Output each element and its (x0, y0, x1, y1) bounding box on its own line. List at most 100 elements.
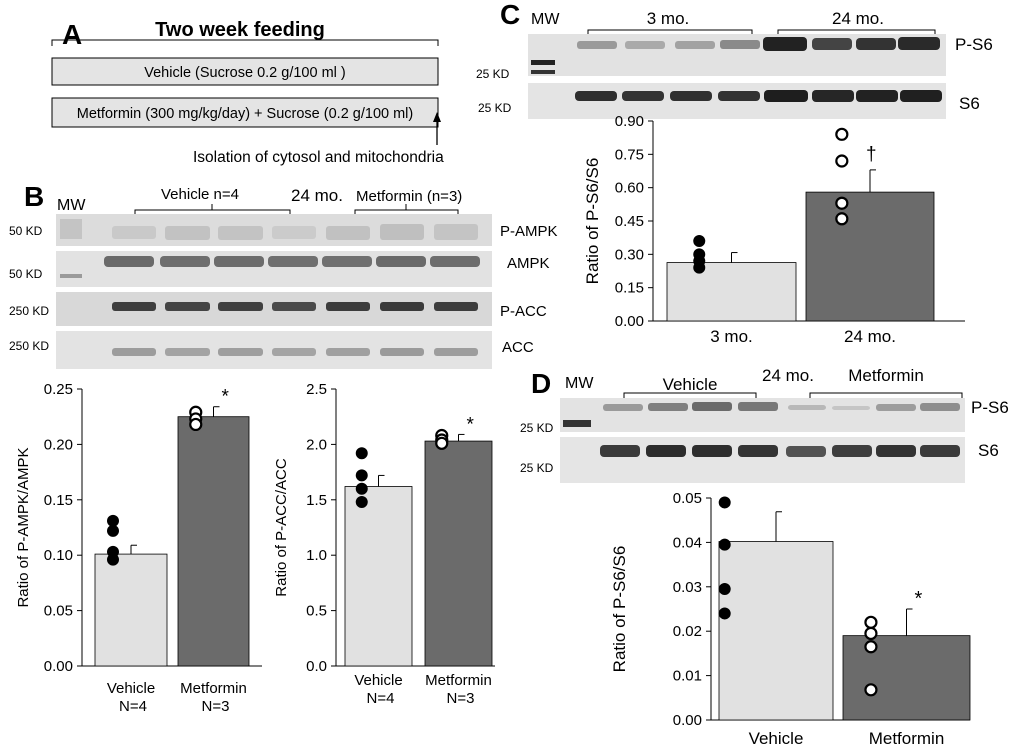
category-label: Metformin (425, 672, 492, 689)
data-point-open (835, 212, 849, 226)
y-axis-label: Ratio of P-AMPK/AMPK (15, 447, 32, 607)
panel-c-blots: C MW 3 mo. 24 mo. 25 KD P-S6 25 KD S6 (476, 0, 993, 119)
category-label: Metformin (180, 680, 247, 697)
blot-d-s6-mw: 25 KD (520, 461, 554, 475)
y-axis-label: Ratio of P-ACC/ACC (273, 458, 290, 597)
panel-c-3mo: 3 mo. (647, 9, 690, 28)
bar-control (666, 262, 797, 322)
panel-d-blots: D MW Vehicle 24 mo. Metformin 25 KD P-S6… (520, 366, 1009, 483)
isolation-arrow-head (433, 112, 441, 122)
bar-treatment (842, 635, 971, 721)
data-point-filled (355, 482, 368, 495)
vehicle-box-text: Vehicle (Sucrose 0.2 g/100 ml ) (144, 65, 346, 81)
data-point-open (835, 196, 849, 210)
y-tick-label: 0.04 (673, 534, 702, 551)
y-tick-label: 0.03 (673, 579, 702, 596)
blot-c-p-s6-mw: 25 KD (476, 67, 510, 81)
panel-d-age: 24 mo. (762, 366, 814, 385)
blot-c-s6-name: S6 (959, 94, 980, 113)
y-tick-label: 0.20 (44, 436, 73, 453)
y-tick-label: 0.60 (615, 180, 644, 197)
chart-c-p-s6-ratio: 0.00 0.15 0.30 0.45 0.60 0.75 0.90 Ratio of P-S… (583, 113, 965, 346)
panel-b-vehicle-group: Vehicle n=4 (161, 186, 239, 203)
data-point-filled (693, 235, 706, 247)
blot-acc-mw: 250 KD (9, 339, 49, 353)
panel-b-mw: MW (57, 197, 86, 214)
bar-treatment (805, 191, 935, 322)
y-tick-label: 0.25 (44, 381, 73, 398)
blot-ampk-name: AMPK (507, 255, 550, 272)
panel-c-mw: MW (531, 11, 560, 28)
y-tick-label: 0.00 (615, 313, 644, 330)
y-tick-label: 1.0 (306, 547, 327, 564)
y-tick-label: 0.5 (306, 603, 327, 620)
panel-d-metformin-bracket (809, 392, 963, 400)
blot-p-acc-name: P-ACC (500, 303, 547, 320)
data-point-open (835, 127, 849, 141)
panel-c-24mo-bracket (777, 29, 936, 37)
category-label: N=4 (367, 690, 395, 707)
data-point-filled (355, 447, 368, 460)
chart-p-acc-ratio: 0.0 0.5 1.0 1.5 2.0 2.5 Ratio of P-ACC/ACC Vehi… (273, 381, 495, 707)
category-label: Vehicle (749, 729, 804, 748)
panel-c-label: C (500, 0, 520, 30)
data-point-open (864, 626, 878, 641)
data-point-open (835, 154, 849, 168)
y-tick-label: 0.90 (615, 113, 644, 130)
y-tick-label: 0.10 (44, 547, 73, 564)
data-point-filled (107, 524, 119, 537)
blot-p-acc-mw: 250 KD (9, 304, 49, 318)
blot-d-p-s6-mw: 25 KD (520, 421, 554, 435)
blot-d-p-s6-name: P-S6 (971, 398, 1009, 417)
panel-c-3mo-bracket (587, 29, 753, 37)
y-tick-label: 2.5 (306, 381, 327, 398)
data-point-filled (718, 607, 731, 620)
data-point-filled (107, 514, 119, 527)
y-tick-label: 0.05 (673, 490, 702, 507)
y-tick-label: 0.0 (306, 658, 327, 675)
panel-b-vehicle-bracket (134, 204, 291, 216)
data-point-open (864, 683, 878, 697)
y-tick-label: 0.45 (615, 213, 644, 230)
y-tick-label: 0.05 (44, 603, 73, 620)
category-label: Vehicle (107, 680, 155, 697)
data-point-filled (718, 496, 731, 509)
panel-c-24mo: 24 mo. (832, 9, 884, 28)
blot-p-ampk-name: P-AMPK (500, 223, 558, 240)
y-tick-label: 1.5 (306, 492, 327, 509)
data-point-filled (355, 469, 368, 482)
y-tick-label: 0.15 (44, 492, 73, 509)
blot-d-s6 (560, 437, 965, 483)
category-label: N=3 (202, 698, 230, 715)
bar-control (344, 486, 413, 667)
data-point-filled (693, 261, 706, 274)
bar-control (94, 553, 168, 667)
panel-a-label: A (62, 19, 82, 50)
blot-ampk-mw: 50 KD (9, 267, 43, 281)
panel-d-metformin-group: Metformin (848, 366, 924, 385)
panel-d-mw: MW (565, 375, 594, 392)
panel-b-metformin-group: Metformin (n=3) (356, 188, 462, 205)
y-tick-label: 0.00 (673, 712, 702, 729)
feeding-bracket (51, 39, 439, 46)
isolation-text: Isolation of cytosol and mitochondria (193, 149, 444, 166)
category-label: 24 mo. (844, 327, 896, 346)
panel-b-blots: B MW Vehicle n=4 24 mo. Metformin (n=3) … (9, 181, 558, 369)
data-point-filled (718, 538, 731, 551)
blot-c-p-s6-name: P-S6 (955, 35, 993, 54)
panel-b-label: B (24, 181, 44, 212)
data-point-open (864, 640, 878, 654)
panel-b-metformin-bracket (354, 204, 459, 216)
blot-d-s6-name: S6 (978, 441, 999, 460)
metformin-box (51, 97, 439, 128)
panel-d-label: D (531, 368, 551, 399)
category-label: Vehicle (354, 672, 402, 689)
y-tick-label: 0.02 (673, 623, 702, 640)
y-tick-label: 0.30 (615, 246, 644, 263)
y-tick-label: 0.75 (615, 146, 644, 163)
chart-d-p-s6-ratio: 0.00 0.01 0.02 0.03 0.04 0.05 Ratio of P-S6/S6… (610, 490, 971, 748)
significance-marker: * (222, 387, 230, 408)
y-tick-label: 0.00 (44, 658, 73, 675)
